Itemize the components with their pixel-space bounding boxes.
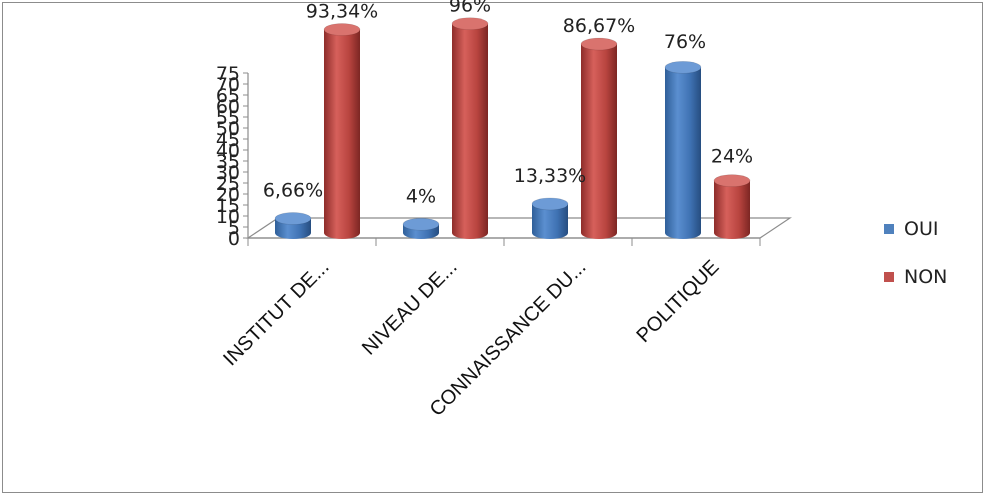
bar-oui	[402, 217, 440, 239]
bar-cap	[580, 37, 618, 51]
bar-cap	[274, 212, 312, 225]
bar-oui	[274, 212, 312, 239]
data-label: 76%	[664, 31, 706, 53]
bar-cap	[664, 61, 702, 74]
bar-non	[580, 37, 618, 239]
legend-label-oui: OUI	[904, 218, 938, 240]
y-tick-label: 60	[216, 96, 240, 118]
bar-non	[451, 17, 489, 239]
bar-oui	[531, 197, 569, 239]
y-tick-label: 5	[228, 217, 240, 239]
bar-body	[532, 203, 568, 239]
bar-non	[323, 23, 361, 240]
data-label: 4%	[406, 185, 436, 207]
bar-cap	[323, 23, 361, 36]
bar-cap	[402, 217, 440, 231]
bar-non	[713, 174, 751, 239]
y-tick-label: 25	[216, 173, 240, 195]
data-label: 13,33%	[514, 165, 586, 187]
y-tick-label: 75	[216, 63, 240, 85]
category-label: NIVEAU DE...	[358, 256, 462, 360]
bar-body	[581, 44, 617, 239]
y-tick-label: 0	[228, 228, 240, 250]
y-tick-label: 30	[216, 162, 240, 184]
bar-oui	[664, 61, 702, 239]
data-label: 6,66%	[263, 179, 323, 201]
data-label: 24%	[711, 146, 753, 168]
y-tick-label: 70	[216, 74, 240, 96]
data-label: 93,34%	[306, 1, 378, 23]
bar-cap	[531, 197, 569, 211]
bar-body	[714, 180, 750, 239]
y-tick-label: 40	[216, 140, 240, 162]
bar-cap	[451, 17, 489, 31]
y-tick-label: 45	[216, 129, 240, 151]
bar-body	[665, 67, 701, 239]
category-label: POLITIQUE	[633, 256, 724, 347]
data-label: 86,67%	[563, 15, 635, 37]
bar-cap	[713, 174, 751, 187]
legend-swatch-oui	[884, 224, 894, 234]
y-tick-label: 20	[216, 184, 240, 206]
bar-body	[324, 29, 360, 240]
y-tick-label: 50	[216, 118, 240, 140]
y-tick-label: 65	[216, 85, 240, 107]
data-label: 96%	[449, 0, 491, 17]
legend-label-non: NON	[904, 266, 947, 288]
y-tick-label: 55	[216, 107, 240, 129]
bar-body	[452, 23, 488, 239]
category-label: INSTITUT DE...	[219, 256, 333, 370]
legend-swatch-non	[884, 272, 894, 282]
y-tick-label: 10	[216, 206, 240, 228]
y-tick-label: 35	[216, 151, 240, 173]
y-tick-label: 15	[216, 195, 240, 217]
